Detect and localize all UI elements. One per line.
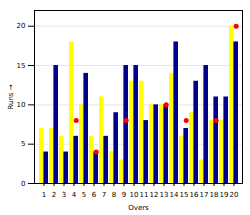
svg-text:18: 18 [210,191,219,199]
svg-text:8: 8 [112,191,116,199]
svg-text:9: 9 [122,191,126,199]
svg-text:16: 16 [190,191,199,199]
svg-text:Overs: Overs [128,204,149,212]
svg-text:Runs →: Runs → [7,84,15,109]
svg-text:19: 19 [220,191,229,199]
svg-text:12: 12 [150,191,159,199]
svg-text:5: 5 [82,191,86,199]
svg-text:6: 6 [92,191,97,199]
svg-text:0: 0 [21,180,25,188]
svg-text:4: 4 [72,191,77,199]
svg-text:10: 10 [130,191,139,199]
svg-text:17: 17 [200,191,209,199]
svg-text:2: 2 [52,191,56,199]
svg-text:7: 7 [102,191,106,199]
svg-text:20: 20 [17,22,26,30]
svg-text:5: 5 [21,140,25,148]
svg-text:14: 14 [170,191,179,199]
svg-text:20: 20 [230,191,239,199]
svg-text:11: 11 [140,191,149,199]
svg-text:15: 15 [17,62,26,70]
svg-text:10: 10 [17,101,26,109]
svg-text:15: 15 [180,191,189,199]
svg-text:3: 3 [62,191,66,199]
svg-text:1: 1 [42,191,46,199]
svg-text:13: 13 [160,191,169,199]
